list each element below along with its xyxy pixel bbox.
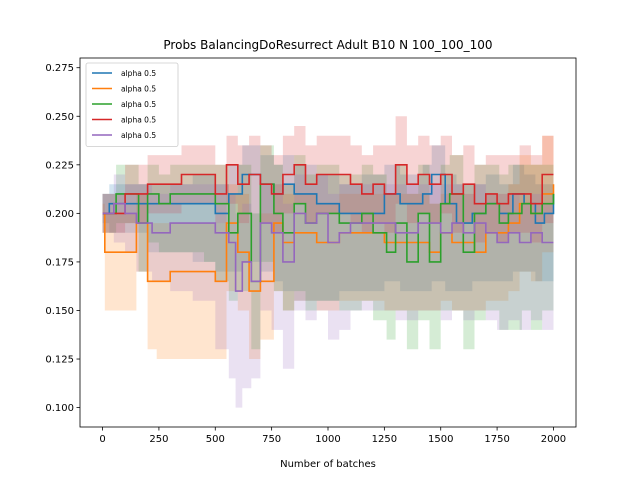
x-tick-label: 500 bbox=[206, 434, 225, 445]
x-tick-label: 0 bbox=[99, 434, 105, 445]
x-axis-label: Number of batches bbox=[280, 459, 376, 470]
line-series-5 bbox=[102, 202, 554, 292]
legend-box bbox=[85, 62, 179, 147]
line-series-4 bbox=[102, 164, 554, 215]
y-tick-label: 0.150 bbox=[45, 306, 74, 317]
legend-label: alpha 0.5 bbox=[121, 100, 156, 109]
x-tick-label: 1750 bbox=[484, 434, 509, 445]
y-tick-label: 0.100 bbox=[45, 403, 74, 414]
legend-label: alpha 0.5 bbox=[121, 85, 156, 94]
legend: alpha 0.5 alpha 0.5 alpha 0.5 alpha 0.5 alph… bbox=[85, 62, 179, 147]
legend-label: alpha 0.5 bbox=[121, 116, 156, 125]
x-tick-label: 250 bbox=[149, 434, 168, 445]
y-tick-label: 0.275 bbox=[45, 63, 74, 74]
line-series-3 bbox=[102, 183, 555, 283]
y-tick-label: 0.225 bbox=[45, 160, 74, 171]
x-tick-label: 1250 bbox=[372, 434, 397, 445]
x-tick-label: 1000 bbox=[315, 434, 340, 445]
x-tick-label: 1500 bbox=[428, 434, 453, 445]
line-series-2 bbox=[102, 184, 555, 292]
legend-label: alpha 0.5 bbox=[121, 69, 156, 78]
legend-label: alpha 0.5 bbox=[121, 131, 156, 140]
y-tick-label: 0.200 bbox=[45, 209, 74, 220]
band-series-2 bbox=[102, 135, 554, 359]
y-tick-label: 0.250 bbox=[45, 112, 74, 123]
series-lines bbox=[102, 164, 555, 292]
y-tick-label: 0.125 bbox=[45, 355, 74, 366]
x-tick-label: 750 bbox=[262, 434, 281, 445]
chart-title: Probs BalancingDoResurrect Adult B10 N 1… bbox=[163, 38, 492, 52]
y-tick-label: 0.175 bbox=[45, 257, 74, 268]
x-tick-label: 2000 bbox=[541, 434, 566, 445]
x-axis: 0 250 500 750 1000 1250 1500 1750 2000 bbox=[99, 427, 566, 445]
y-axis: 0.100 0.125 0.150 0.175 0.200 0.225 0.250 0.275 bbox=[45, 63, 80, 414]
plot-area bbox=[102, 116, 555, 408]
